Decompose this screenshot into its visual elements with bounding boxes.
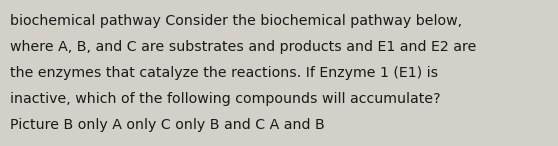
Text: where A, B, and C are substrates and products and E1 and E2 are: where A, B, and C are substrates and pro… bbox=[10, 40, 477, 54]
Text: the enzymes that catalyze the reactions. If Enzyme 1 (E1) is: the enzymes that catalyze the reactions.… bbox=[10, 66, 438, 80]
Text: Picture B only A only C only B and C A and B: Picture B only A only C only B and C A a… bbox=[10, 118, 325, 132]
Text: biochemical pathway Consider the biochemical pathway below,: biochemical pathway Consider the biochem… bbox=[10, 14, 462, 28]
Text: inactive, which of the following compounds will accumulate?: inactive, which of the following compoun… bbox=[10, 92, 441, 106]
